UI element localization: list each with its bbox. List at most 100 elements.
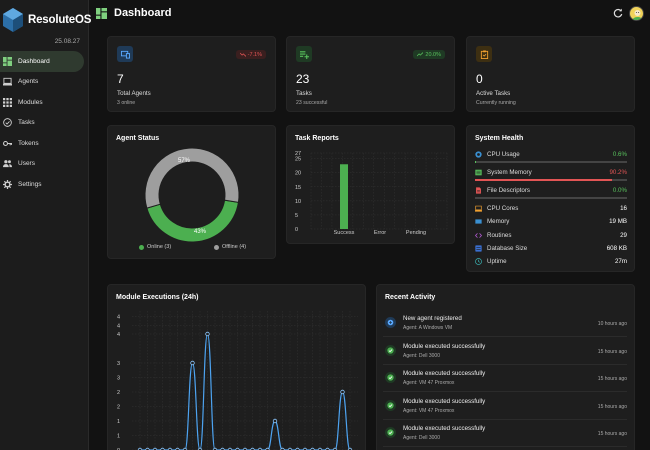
activity-item[interactable]: Module executed successfully Agent: Dell … <box>383 338 627 365</box>
card-title: Agent Status <box>116 135 160 142</box>
sidebar-item-agents[interactable]: Agents <box>0 72 89 93</box>
legend-label: Offline (4) <box>222 244 247 250</box>
playlist-add-icon <box>299 50 309 59</box>
sidebar-item-tasks[interactable]: Tasks <box>0 113 89 134</box>
health-label: CPU Usage <box>487 150 520 158</box>
users-icon <box>3 160 12 168</box>
check-circle-icon <box>385 427 396 438</box>
activity-subtitle: Agent: VM 47 Proxmox <box>403 380 455 386</box>
sidebar-item-modules[interactable]: Modules <box>0 92 89 113</box>
y-tick-label: 1 <box>117 434 120 440</box>
activity-title: Module executed successfully <box>403 342 486 350</box>
y-tick-label: 0 <box>117 448 120 450</box>
data-point <box>340 389 345 395</box>
health-value: 0.0% <box>612 186 627 194</box>
sidebar-item-dashboard[interactable]: Dashboard <box>0 51 84 72</box>
activity-title: New agent registered <box>403 315 462 322</box>
database-icon <box>475 244 482 252</box>
brand[interactable]: ResoluteOS <box>2 5 91 35</box>
check-circle-icon <box>3 118 12 128</box>
data-point <box>205 331 210 337</box>
donut-slice-offline <box>144 147 240 209</box>
code-icon <box>475 232 482 238</box>
dashboard-icon <box>3 56 12 66</box>
memory-bar-fill <box>475 179 613 181</box>
sidebar-item-users[interactable]: Users <box>0 154 89 175</box>
routines-row: Routines 29 <box>475 230 627 240</box>
sidebar: ResoluteOS 25.08.27 Dashboard Agents Mod… <box>0 0 91 450</box>
sidebar-item-label: Users <box>18 160 35 168</box>
file-descriptors-bar <box>475 197 627 199</box>
refresh-icon[interactable] <box>613 8 623 18</box>
key-icon <box>3 140 12 146</box>
avatar[interactable] <box>629 6 644 21</box>
activity-time: 10 hours ago <box>597 321 627 327</box>
y-tick-label: 1 <box>117 419 120 425</box>
stat-label: Active Tasks <box>476 90 511 97</box>
activity-item[interactable]: Module executed successfully Agent: Dell … <box>383 420 627 447</box>
card-title: Recent Activity <box>385 294 436 301</box>
health-label: Routines <box>487 231 512 239</box>
legend-dot-offline <box>214 244 219 250</box>
legend-offline[interactable]: Offline (4) <box>214 244 246 250</box>
sidebar-item-settings[interactable]: Settings <box>0 174 89 195</box>
task-reports-card: Task Reports 27 25 20 15 10 5 0 Success Error Pen… <box>286 125 455 244</box>
grid-icon <box>3 97 12 107</box>
memory-chip-icon <box>475 218 482 224</box>
activity-item[interactable]: Module executed successfully Agent: VM 47… <box>383 393 627 420</box>
trend-badge: 20.0% <box>413 50 445 59</box>
activity-title: Module executed successfully <box>403 425 486 432</box>
activity-item[interactable]: Module executed successfully Agent: VM 47… <box>383 365 627 392</box>
stat-icon-wrap <box>476 46 492 62</box>
memory-size-row: Memory 19 MB <box>475 216 627 226</box>
activity-time: 15 hours ago <box>597 376 627 382</box>
sidebar-item-tokens[interactable]: Tokens <box>0 133 89 154</box>
cpu-cores-row: CPU Cores 16 <box>475 203 627 213</box>
health-label: File Descriptors <box>487 186 530 194</box>
agent-status-card: Agent Status 43% 57% Online (3) Offline (… <box>107 125 276 259</box>
data-point <box>272 418 278 424</box>
module-executions-chart: 44433221100 <box>117 311 358 450</box>
dashboard-header-icon <box>96 8 107 19</box>
legend-dot-online <box>139 244 144 250</box>
data-point <box>190 360 195 366</box>
y-tick-label: 2 <box>117 390 120 396</box>
stat-icon-wrap <box>296 46 312 62</box>
sidebar-item-label: Modules <box>18 98 43 106</box>
health-value: 16 <box>620 204 627 212</box>
activity-time: 15 hours ago <box>597 403 627 410</box>
health-label: Uptime <box>487 257 507 265</box>
activity-item[interactable]: New agent registered Agent: A Windows VM 1… <box>383 310 627 337</box>
stat-subtext: Currently running <box>476 100 516 106</box>
health-label: CPU Cores <box>487 204 519 212</box>
memory-bar <box>475 179 627 181</box>
card-title: Task Reports <box>295 135 339 142</box>
y-tick-label: 3 <box>117 376 120 382</box>
activity-subtitle: Agent: Dell 3000 <box>403 435 440 441</box>
stat-card-active-tasks: 0 Active Tasks Currently running <box>466 36 635 112</box>
laptop-icon <box>3 78 12 86</box>
recent-activity-card: Recent Activity New agent registered Agen… <box>376 284 635 450</box>
stat-subtext: 23 successful <box>296 100 328 106</box>
brand-name: ResoluteOS <box>28 14 92 26</box>
x-tick-label: Pending <box>406 230 426 236</box>
cpu-icon <box>475 150 482 158</box>
check-circle-icon <box>385 399 396 411</box>
user-avatar-icon <box>632 10 643 20</box>
success-check-icon <box>387 401 394 409</box>
activity-time: 15 hours ago <box>597 431 627 437</box>
y-tick-label: 20 <box>295 171 301 177</box>
hexagon-logo-icon <box>3 8 23 32</box>
legend-online[interactable]: Online (3) <box>139 244 171 250</box>
gear-icon <box>3 179 12 189</box>
trend-badge: -7.1% <box>235 50 266 59</box>
health-label: Memory <box>487 217 510 225</box>
y-tick-label: 4 <box>117 315 120 321</box>
y-tick-label: 4 <box>117 323 120 329</box>
devices-icon <box>120 50 130 59</box>
stat-card-tasks: 20.0% 23 Tasks 23 successful <box>286 36 455 112</box>
clock-icon <box>475 257 482 265</box>
check-circle-icon <box>385 344 396 356</box>
memory-icon <box>475 169 482 175</box>
